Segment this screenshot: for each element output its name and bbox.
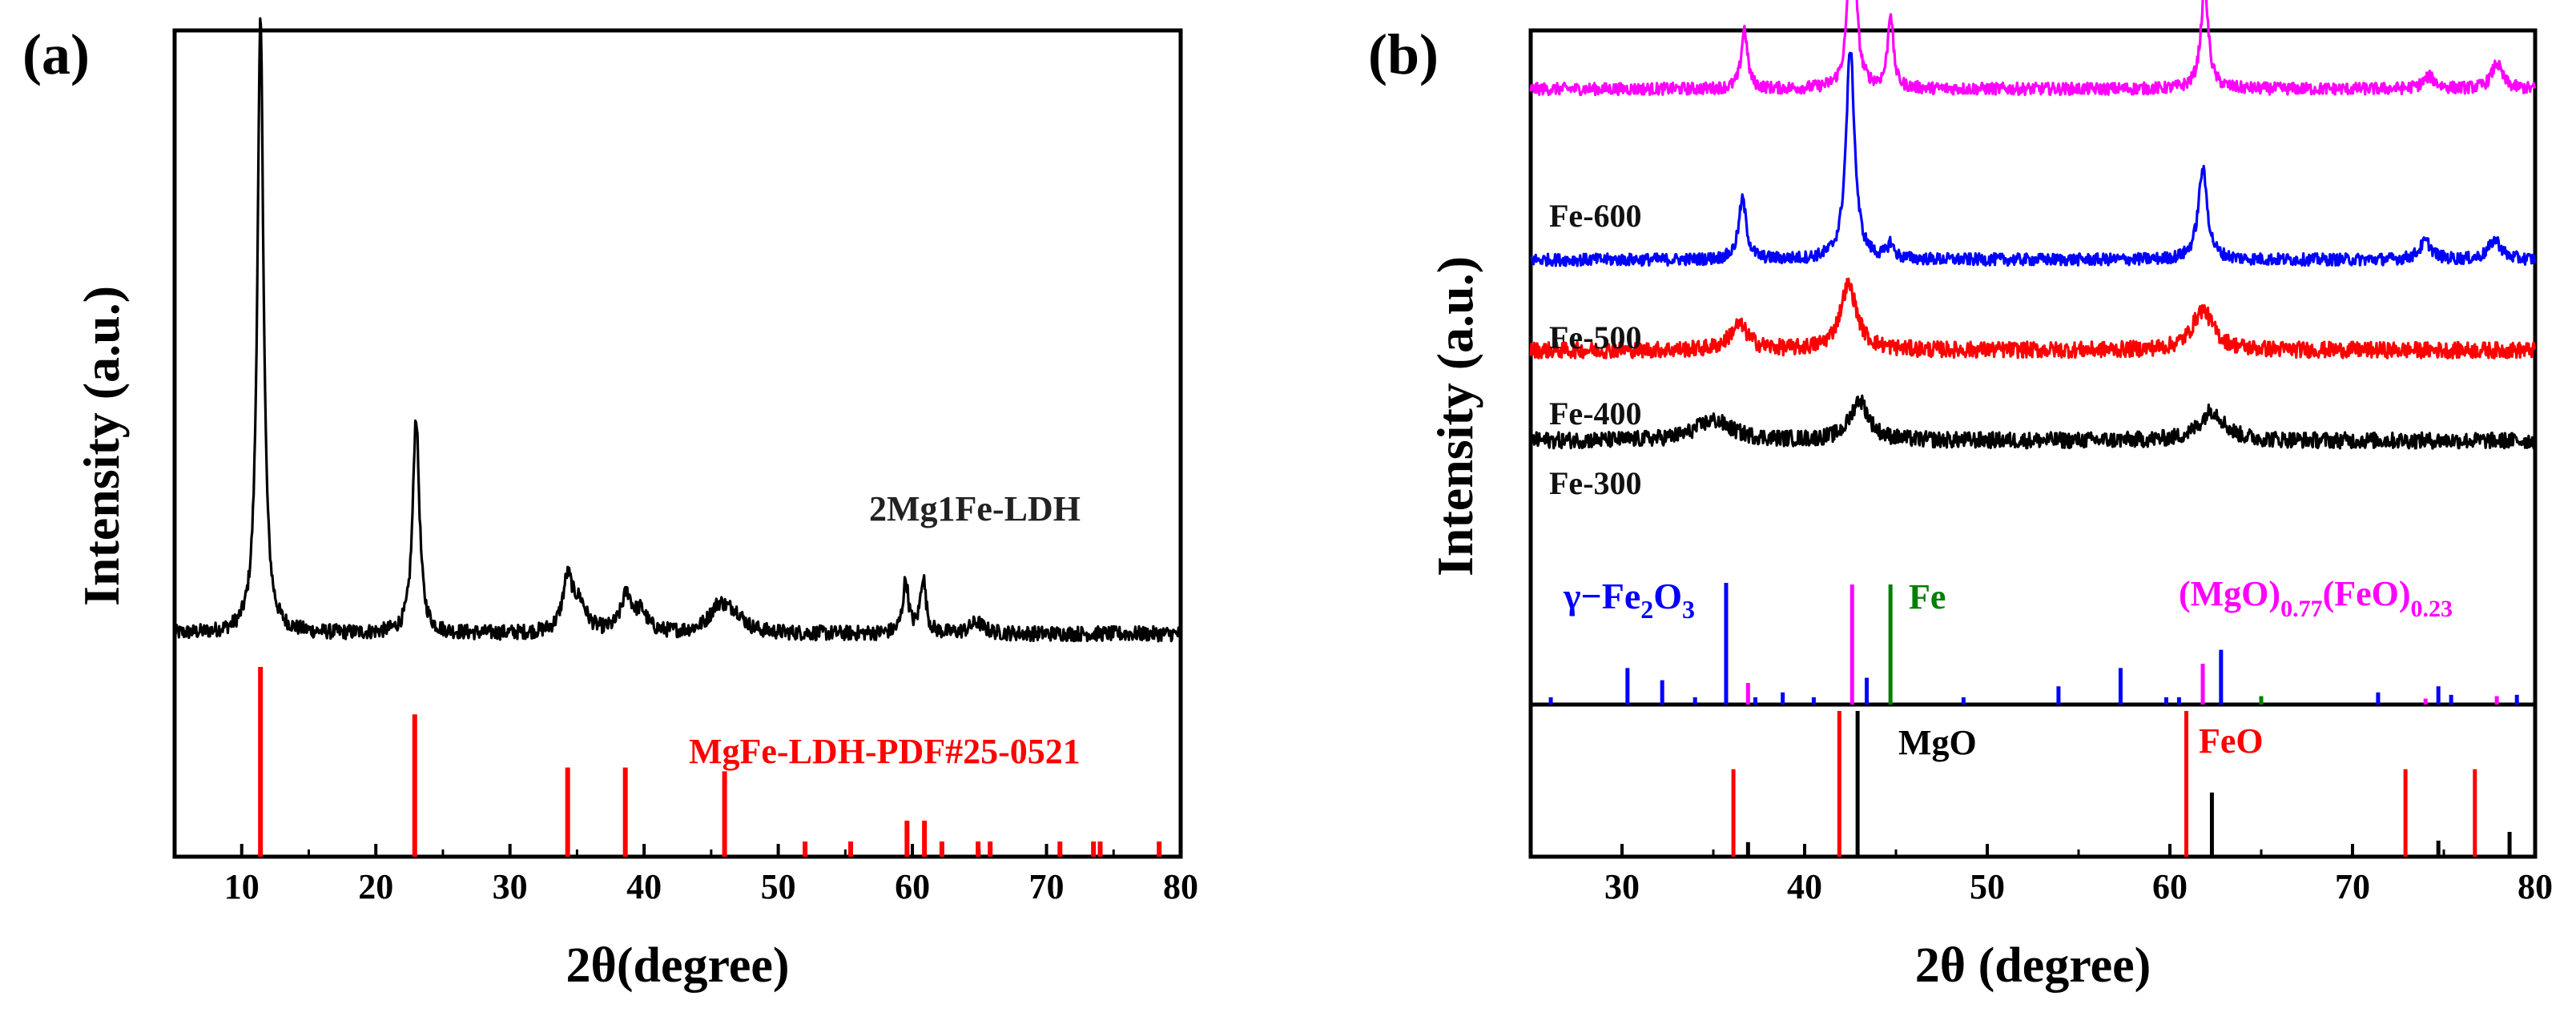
panel-b-label: (b) (1368, 22, 1439, 86)
panel-b-tick-label-40: 40 (1787, 867, 1822, 906)
feo-reference-label: FeO (2199, 721, 2264, 761)
panel-a-reference-label: MgFe-LDH-PDF#25-0521 (689, 732, 1081, 771)
panel-a-tick-label-60: 60 (895, 867, 930, 906)
panel-a-x-axis-title: 2θ(degree) (566, 938, 789, 993)
series-fe-300 (1529, 394, 2537, 450)
panel-a-frame (172, 28, 1183, 859)
mgo-reference-label: MgO (1898, 723, 1977, 762)
gamma-fe2o3-label: γ−Fe2O3 (1563, 576, 1695, 624)
panel-a-tick-label-10: 10 (224, 867, 260, 906)
fe600-label: Fe-600 (1549, 198, 1642, 234)
fe-reference-label: Fe (1909, 577, 1946, 616)
panel-a-tick-label-40: 40 (626, 867, 662, 906)
panel-b-tick-label-30: 30 (1604, 867, 1640, 906)
panel-b-reference-top (1548, 583, 2519, 705)
panel-a-tick-label-80: 80 (1163, 867, 1198, 906)
series-fe-400 (1529, 277, 2537, 359)
panel-a-label: (a) (22, 22, 90, 86)
series-2mg1fe-ldh (173, 17, 1181, 643)
panel-a-reference-lines (258, 667, 1162, 857)
fe400-label: Fe-400 (1549, 396, 1642, 432)
panel-a-series-label: 2Mg1Fe-LDH (869, 489, 1081, 528)
series-fe-600 (1529, 0, 2537, 97)
panel-a-tick-label-50: 50 (761, 867, 796, 906)
panel-a-tick-label-30: 30 (493, 867, 528, 906)
panel-b-x-axis-title: 2θ (degree) (1915, 938, 2151, 993)
panel-b: (b) 30 40 50 60 70 80 Fe-600 Fe-500 Fe-400 Fe… (1368, 0, 2553, 993)
panel-b-tick-label-60: 60 (2152, 867, 2188, 906)
panel-b-tick-label-70: 70 (2335, 867, 2370, 906)
panel-b-tick-label-80: 80 (2518, 867, 2553, 906)
panel-b-y-axis-title: Intensity (a.u.) (1427, 256, 1483, 576)
panel-b-x-axis: 30 40 50 60 70 80 (1529, 844, 2553, 906)
panel-b-reference-bottom (1731, 711, 2512, 857)
mgo-feo-label: (MgO)0.77(FeO)0.23 (2179, 574, 2453, 622)
panel-a-tick-label-20: 20 (358, 867, 393, 906)
panel-a-x-axis: 10 20 30 40 50 60 70 80 (173, 844, 1198, 906)
fe500-label: Fe-500 (1549, 319, 1642, 355)
panel-a-series (173, 17, 1181, 643)
fe300-label: Fe-300 (1549, 465, 1642, 501)
series-fe-500 (1530, 51, 2537, 267)
panel-a-tick-label-70: 70 (1029, 867, 1065, 906)
panel-a-y-axis-title: Intensity (a.u.) (73, 286, 130, 606)
panel-a: (a) 10 20 30 40 50 60 70 80 2Mg1Fe-LDH MgFe-LDH… (22, 17, 1198, 993)
panel-b-tick-label-50: 50 (1970, 867, 2005, 906)
panel-b-series (1529, 0, 2537, 450)
